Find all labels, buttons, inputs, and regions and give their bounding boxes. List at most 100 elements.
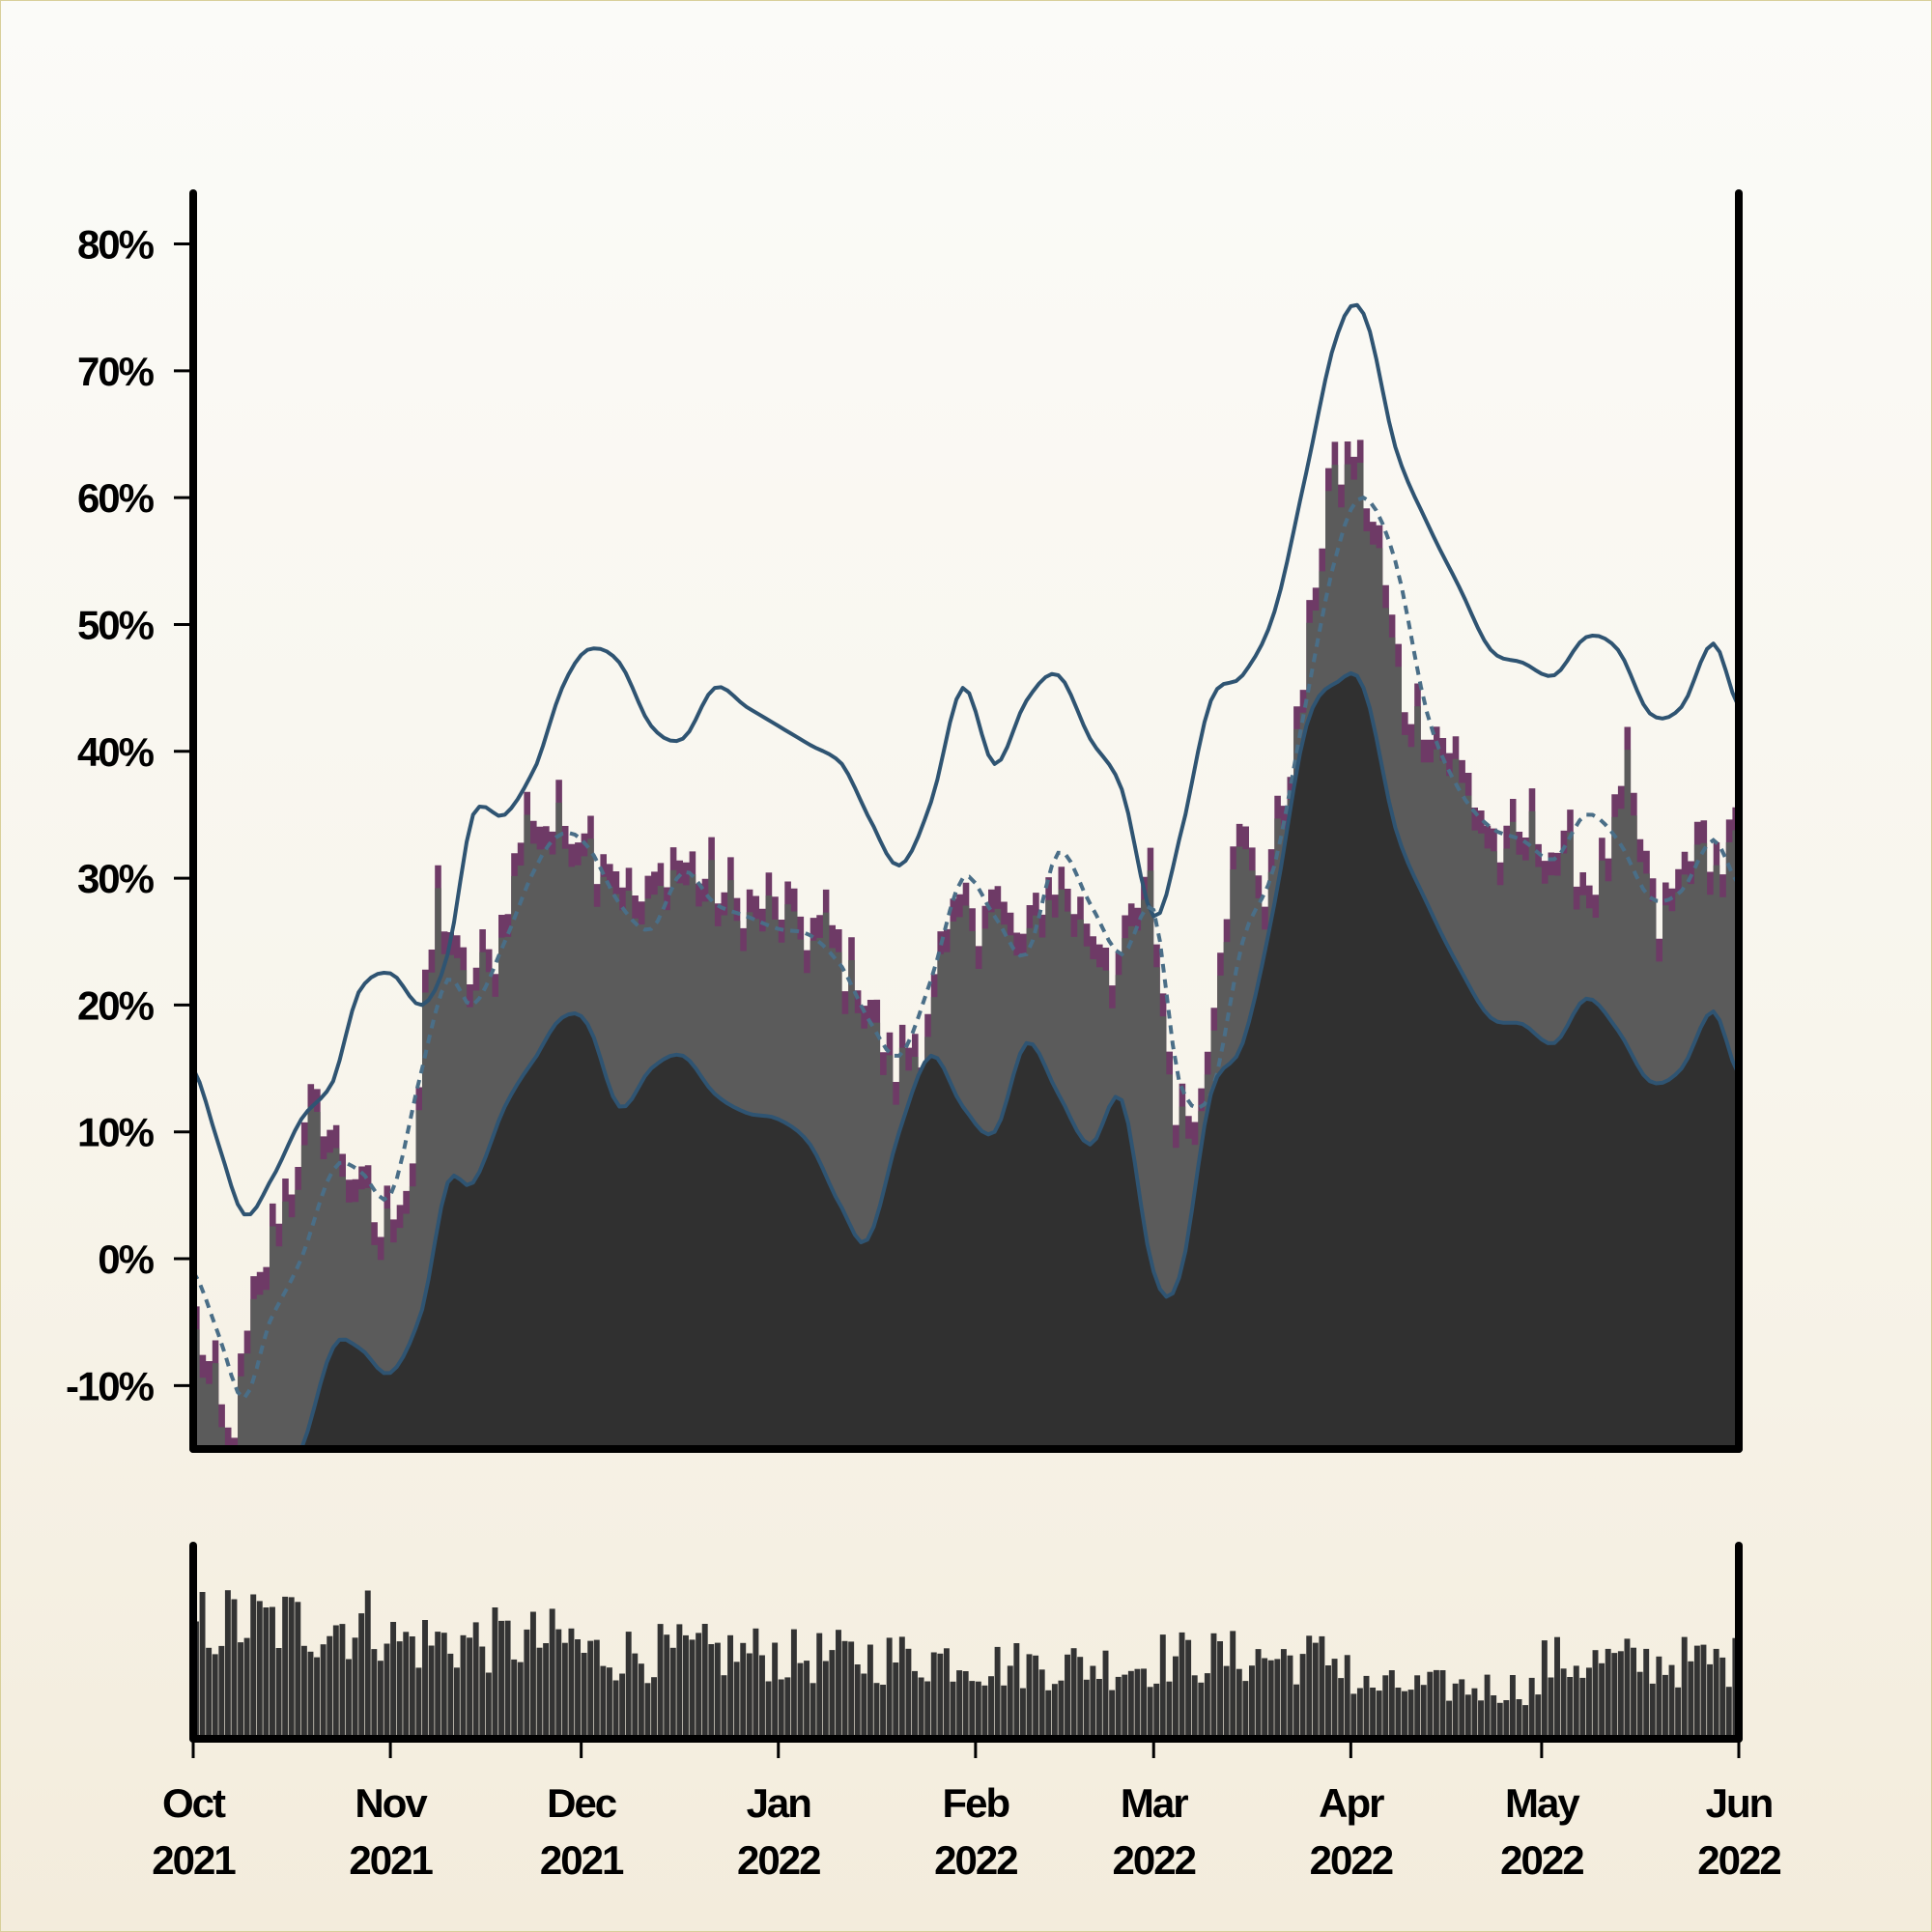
volume-bar xyxy=(1217,1641,1224,1739)
x-tick-label-month: Feb xyxy=(943,1780,1009,1826)
volume-bar xyxy=(238,1642,244,1739)
volume-bar xyxy=(1026,1654,1033,1739)
volume-bar xyxy=(1464,1694,1471,1739)
volume-bar xyxy=(841,1640,848,1739)
volume-bar xyxy=(1528,1677,1535,1739)
volume-bar xyxy=(1573,1665,1579,1739)
volume-bar xyxy=(740,1642,747,1739)
volume-bar xyxy=(1242,1681,1249,1739)
volume-bar xyxy=(1554,1636,1560,1739)
volume-bar xyxy=(1325,1665,1331,1739)
volume-bar xyxy=(1204,1673,1210,1739)
volume-bar xyxy=(492,1607,498,1739)
volume-bar xyxy=(1122,1674,1128,1739)
x-tick-label-year: 2022 xyxy=(934,1837,1017,1883)
volume-bar xyxy=(1001,1685,1008,1739)
volume-bar xyxy=(346,1659,352,1739)
volume-bar xyxy=(371,1649,378,1739)
volume-bar xyxy=(1548,1677,1554,1739)
volume-bar xyxy=(498,1620,504,1739)
y-tick-label: 30% xyxy=(77,856,155,901)
volume-bar xyxy=(962,1671,969,1739)
volume-bar xyxy=(810,1683,816,1739)
volume-bar xyxy=(1611,1653,1618,1739)
volume-bar xyxy=(1007,1665,1013,1739)
volume-bar xyxy=(409,1636,415,1739)
volume-bar xyxy=(479,1646,486,1739)
volume-bar xyxy=(975,1681,981,1739)
volume-bar xyxy=(1090,1665,1096,1739)
volume-bar xyxy=(1058,1680,1065,1739)
volume-bar xyxy=(270,1606,275,1739)
volume-bar xyxy=(1439,1670,1446,1739)
volume-bar xyxy=(453,1667,460,1739)
volume-bar xyxy=(1522,1705,1529,1739)
volume-bar xyxy=(836,1630,841,1739)
volume-bar xyxy=(1433,1669,1439,1739)
volume-bar xyxy=(689,1639,696,1739)
volume-bar xyxy=(332,1625,339,1739)
volume-bar xyxy=(804,1661,810,1739)
volume-bar xyxy=(256,1601,263,1739)
volume-bar xyxy=(1141,1668,1147,1739)
volume-bar xyxy=(1299,1654,1306,1739)
volume-bar xyxy=(1179,1632,1185,1739)
volume-bar xyxy=(1675,1687,1682,1739)
volume-bar xyxy=(1535,1694,1542,1739)
volume-bar xyxy=(1478,1700,1484,1739)
volume-bar xyxy=(1446,1700,1453,1739)
volume-bar xyxy=(390,1622,397,1739)
volume-bar xyxy=(575,1639,581,1739)
volume-bar xyxy=(1388,1670,1395,1739)
x-tick-label-year: 2022 xyxy=(1113,1837,1196,1883)
volume-bar xyxy=(829,1650,836,1739)
x-tick-label-year: 2022 xyxy=(1310,1837,1393,1883)
volume-bar xyxy=(536,1647,543,1739)
volume-bar xyxy=(1198,1682,1205,1739)
volume-bar xyxy=(288,1597,295,1739)
x-tick-label-month: Dec xyxy=(547,1780,617,1826)
volume-bar xyxy=(1287,1655,1293,1739)
volume-bar xyxy=(1166,1681,1173,1739)
x-tick-label-year: 2022 xyxy=(1697,1837,1780,1883)
volume-bar xyxy=(898,1636,905,1739)
volume-bar xyxy=(1045,1690,1052,1739)
volume-bar xyxy=(396,1641,403,1739)
volume-bar xyxy=(937,1653,944,1739)
volume-bar xyxy=(981,1685,988,1739)
volume-bar xyxy=(994,1646,1001,1739)
volume-bar xyxy=(1585,1667,1592,1739)
x-tick-label-year: 2021 xyxy=(152,1837,236,1883)
volume-bar xyxy=(1274,1659,1281,1739)
volume-bar xyxy=(1230,1631,1236,1739)
volume-bar xyxy=(485,1672,492,1739)
volume-bar xyxy=(1065,1654,1070,1739)
volume-bar xyxy=(753,1628,759,1739)
volume-bar xyxy=(1306,1635,1313,1739)
lower-band-line xyxy=(193,670,1741,1451)
y-tick-label: 80% xyxy=(77,222,155,268)
x-tick-label-month: Mar xyxy=(1121,1780,1188,1826)
volume-bar xyxy=(714,1642,721,1739)
volume-bar xyxy=(1420,1685,1427,1739)
volume-bar xyxy=(263,1607,270,1739)
volume-bar xyxy=(822,1661,829,1739)
volume-bar xyxy=(1414,1675,1421,1739)
volume-bar xyxy=(784,1677,791,1739)
volume-bar xyxy=(1471,1688,1478,1739)
volume-bar xyxy=(1051,1684,1058,1739)
volume-bar xyxy=(956,1670,963,1739)
volume-bar xyxy=(1102,1650,1109,1739)
volume-bar xyxy=(377,1661,384,1739)
x-tick-label-month: May xyxy=(1505,1780,1580,1826)
volume-bar xyxy=(1707,1663,1714,1739)
volume-bar xyxy=(1509,1675,1516,1739)
volume-bar xyxy=(1503,1700,1510,1739)
x-tick-label-year: 2021 xyxy=(540,1837,624,1883)
volume-bar xyxy=(1382,1675,1389,1739)
volume-bar xyxy=(1560,1668,1567,1739)
volume-bar xyxy=(1688,1661,1694,1739)
main-plot-lines xyxy=(191,302,1741,1451)
volume-bar xyxy=(593,1639,600,1739)
volume-bar xyxy=(619,1673,626,1739)
